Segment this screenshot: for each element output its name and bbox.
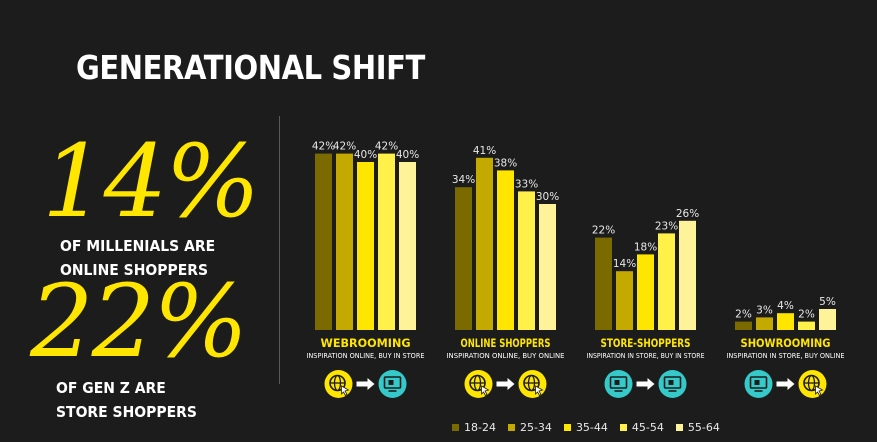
bar	[497, 170, 514, 330]
data-label: 22%	[592, 225, 615, 237]
category-label: ONLINE SHOPPERS	[461, 336, 551, 350]
legend-swatch	[675, 424, 683, 431]
cursor-icon	[815, 385, 824, 397]
arrow-right-icon	[636, 378, 655, 390]
data-label: 26%	[676, 208, 699, 220]
page-title: GENERATIONAL SHIFT	[76, 48, 425, 87]
legend-label: 25-34	[519, 421, 552, 434]
data-label: 23%	[655, 220, 678, 232]
bar	[637, 254, 654, 330]
cursor-icon	[341, 385, 350, 397]
bar	[616, 271, 633, 330]
data-label: 34%	[452, 174, 475, 186]
data-label: 2%	[798, 309, 815, 321]
cursor-icon	[535, 385, 544, 397]
data-label: 40%	[354, 149, 377, 161]
bar	[357, 162, 374, 330]
stat-text-genz: OF GEN Z ARE STORE SHOPPERS	[56, 376, 197, 424]
bar	[399, 162, 416, 330]
divider	[279, 116, 280, 384]
bar	[539, 204, 556, 330]
product-icon	[668, 380, 674, 385]
data-label: 33%	[515, 178, 538, 190]
stat-value-genz: 22%	[30, 263, 248, 380]
legend-item: 18-24	[452, 421, 496, 434]
bar	[476, 157, 493, 330]
globe-cursor-icon	[798, 370, 827, 398]
legend-swatch	[507, 424, 515, 431]
legend-swatch	[619, 424, 627, 431]
bar	[735, 321, 752, 330]
product-icon	[754, 380, 760, 385]
product-icon	[614, 380, 620, 385]
arrow-right-icon	[776, 378, 795, 390]
legend-swatch	[563, 424, 571, 431]
bar	[798, 321, 815, 330]
data-label: 3%	[756, 304, 773, 316]
data-label: 38%	[494, 157, 517, 169]
screen-icon	[609, 376, 628, 389]
legend-swatch	[452, 424, 459, 431]
bar	[819, 309, 836, 330]
bar	[595, 237, 612, 330]
globe-cursor-icon	[518, 370, 547, 398]
category-subtitle: INSPIRATION ONLINE, BUY IN STORE	[307, 352, 425, 360]
category-subtitle: INSPIRATION IN STORE, BUY IN STORE	[587, 352, 705, 360]
stat-text-line: STORE SHOPPERS	[56, 403, 197, 421]
stat-text-millenials: OF MILLENIALS ARE ONLINE SHOPPERS	[60, 234, 215, 282]
legend-item: 35-44	[563, 421, 608, 434]
category-label: STORE-SHOPPERS	[601, 336, 691, 350]
legend-label: 35-44	[575, 421, 608, 434]
data-label: 4%	[777, 300, 794, 312]
legend: 18-24 25-34 35-44 45-54 55-64	[452, 421, 720, 434]
stat-text-line: OF GEN Z ARE	[56, 379, 166, 397]
data-label: 5%	[819, 296, 836, 308]
category-label: WEBROOMING	[321, 336, 411, 350]
data-label: 18%	[634, 241, 657, 253]
product-icon	[388, 380, 394, 385]
data-label: 14%	[613, 258, 636, 270]
cursor-icon	[481, 385, 490, 397]
arrow-right-icon	[356, 378, 375, 390]
category-label: SHOWROOMING	[741, 336, 831, 350]
globe-cursor-icon	[464, 370, 493, 398]
bar	[756, 317, 773, 330]
data-label: 40%	[396, 149, 419, 161]
bar	[777, 313, 794, 330]
legend-label: 18-24	[464, 421, 496, 434]
stat-text-line: OF MILLENIALS ARE	[60, 237, 216, 255]
legend-label: 45-54	[631, 421, 664, 434]
bar	[679, 220, 696, 330]
screen-icon	[663, 376, 682, 389]
stat-text-line: ONLINE SHOPPERS	[60, 261, 209, 279]
data-label: 42%	[333, 141, 356, 153]
bar	[658, 233, 675, 330]
screen-icon	[383, 376, 402, 389]
globe-cursor-icon	[324, 370, 353, 398]
category-subtitle: INSPIRATION IN STORE, BUY ONLINE	[727, 352, 845, 360]
legend-label: 55-64	[687, 421, 720, 434]
bar	[378, 153, 395, 330]
bar	[518, 191, 535, 330]
data-label: 41%	[473, 145, 496, 157]
stat-value-millenials: 14%	[42, 123, 260, 240]
bar	[315, 153, 332, 330]
data-label: 2%	[735, 309, 752, 321]
data-label: 30%	[536, 191, 559, 203]
bar	[455, 187, 472, 330]
legend-item: 55-64	[675, 421, 720, 434]
legend-item: 45-54	[619, 421, 664, 434]
data-label: 42%	[312, 141, 335, 153]
screen-icon	[749, 376, 768, 389]
data-label: 42%	[375, 141, 398, 153]
arrow-right-icon	[496, 378, 515, 390]
bar	[336, 153, 353, 330]
category-subtitle: INSPIRATION ONLINE, BUY ONLINE	[447, 352, 565, 360]
legend-item: 25-34	[507, 421, 552, 434]
